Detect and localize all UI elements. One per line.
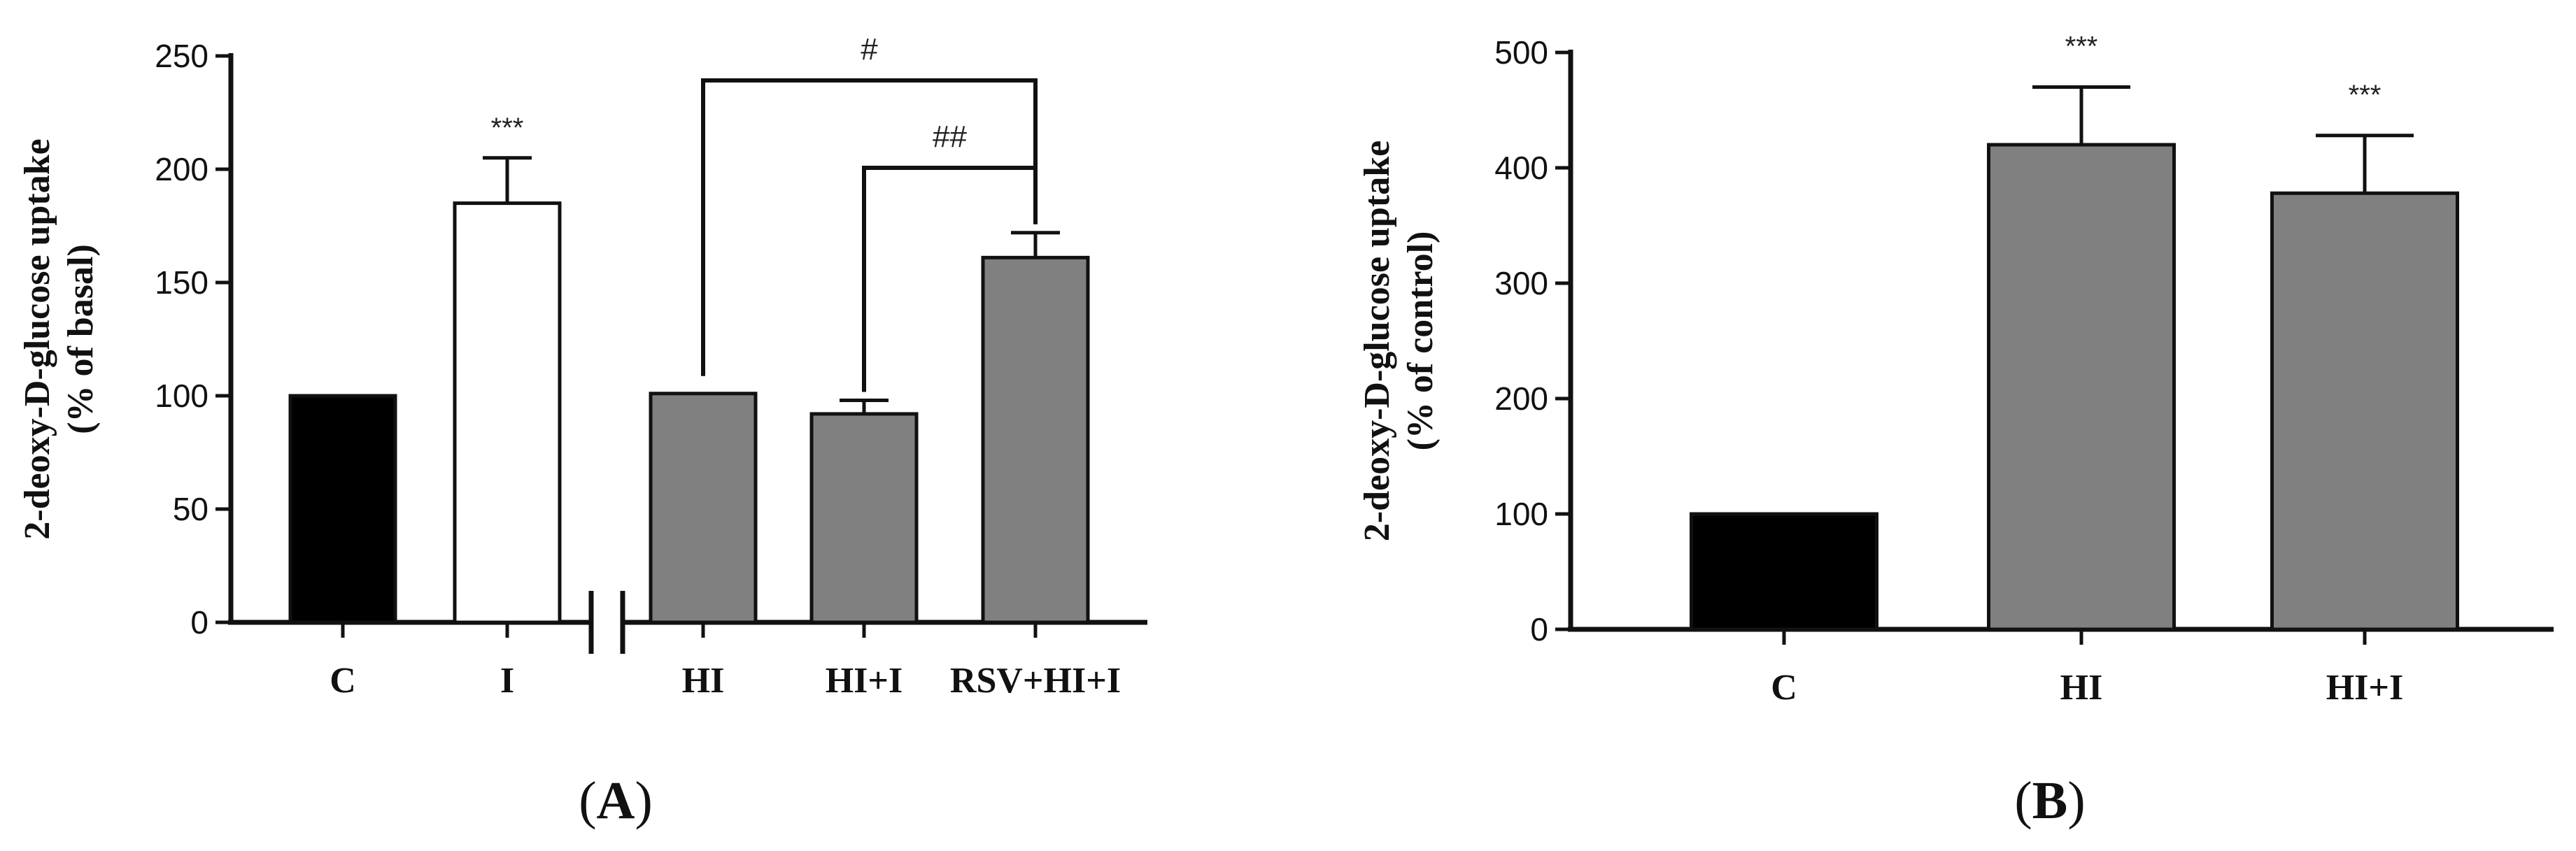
error-bar xyxy=(840,398,889,414)
y-tick-label: 200 xyxy=(155,151,208,187)
significance-marker: *** xyxy=(2065,31,2098,62)
x-tick-label: C xyxy=(330,661,356,701)
error-bar xyxy=(2032,85,2130,145)
bracket-label: ## xyxy=(933,120,967,154)
y-tick-label: 200 xyxy=(1494,380,1548,417)
y-axis-label: 2-deoxy-D-glucose uptake(% of basal) xyxy=(17,138,101,539)
x-tick-label: RSV+HI+I xyxy=(950,661,1121,701)
y-tick-label: 100 xyxy=(1494,496,1548,532)
x-tick-label: HI+I xyxy=(826,661,903,701)
bar-HI xyxy=(1987,143,2176,631)
significance-bracket xyxy=(862,166,1035,392)
y-tick-label: 500 xyxy=(1494,34,1548,71)
y-tick-label: 50 xyxy=(173,491,208,527)
bar-HI+I xyxy=(809,412,919,624)
significance-bracket xyxy=(701,78,1038,376)
y-tick-label: 400 xyxy=(1494,150,1548,186)
significance-marker: *** xyxy=(491,113,524,143)
x-tick-label: C xyxy=(1771,668,1797,708)
y-axis-label: 2-deoxy-D-glucose uptake(% of control) xyxy=(1357,141,1441,541)
panel-label-a: (A) xyxy=(579,771,653,830)
y-tick-label: 300 xyxy=(1494,265,1548,301)
bar-HI xyxy=(649,392,758,624)
error-bar xyxy=(2316,134,2414,194)
x-tick-label: HI xyxy=(682,661,725,701)
y-tick-label: 100 xyxy=(155,378,208,414)
y-tick-label: 0 xyxy=(1530,611,1548,648)
bracket-label: # xyxy=(861,32,878,66)
bar-RSV+HI+I xyxy=(981,255,1090,624)
bar-I xyxy=(453,201,562,624)
x-tick-label: HI xyxy=(2060,668,2103,708)
x-tick-label: HI+I xyxy=(2326,668,2404,708)
y-tick-label: 250 xyxy=(155,38,208,74)
bar-C xyxy=(1690,512,1878,631)
panel-label-b: (B) xyxy=(2014,771,2085,830)
x-tick-label: I xyxy=(500,661,514,701)
bar-C xyxy=(288,394,397,624)
y-tick-label: 0 xyxy=(190,604,208,641)
significance-marker: *** xyxy=(2349,80,2382,110)
y-tick-label: 150 xyxy=(155,264,208,301)
error-bar xyxy=(483,156,532,203)
bar-HI+I xyxy=(2270,191,2459,631)
error-bar xyxy=(1011,231,1060,258)
